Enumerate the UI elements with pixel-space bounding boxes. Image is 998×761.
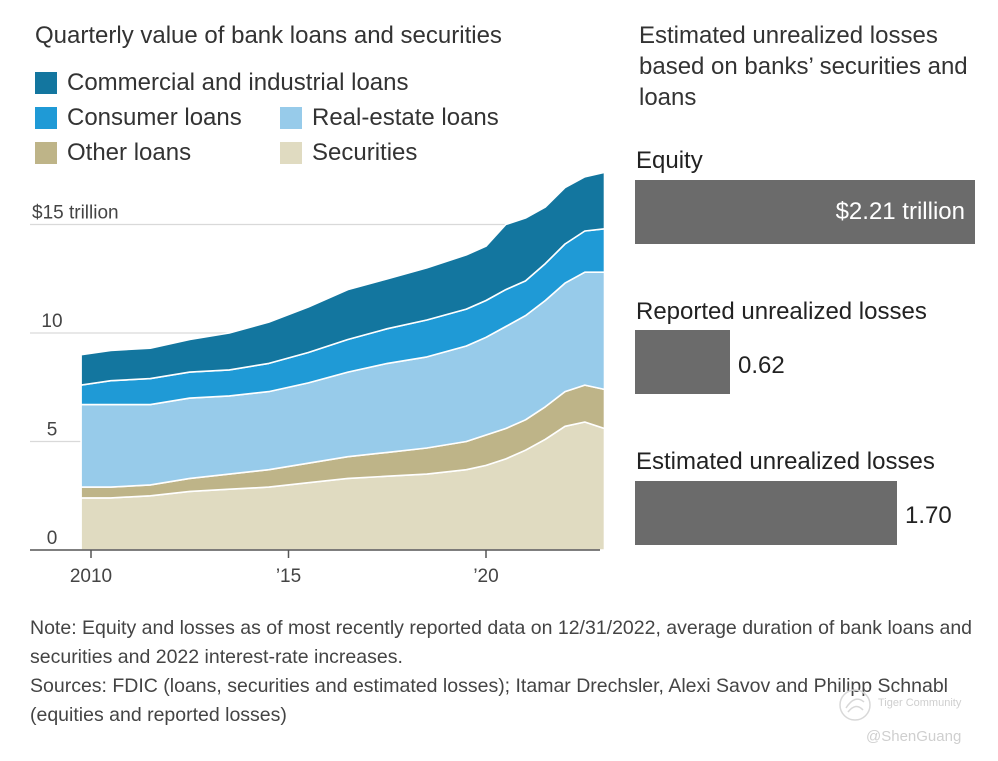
bar-label-estimated-losses: Estimated unrealized losses [636,448,935,475]
stacked-area-chart: 0 5 10 $15 trillion 2010 ’15 ’20 [30,171,606,587]
x-tick-label: 2010 [70,566,112,587]
legend-swatch [35,72,57,94]
watermark-handle: @ShenGuang [866,728,962,745]
bar-value-reported-losses: 0.62 [738,352,785,379]
y-tick-label: 5 [47,420,58,441]
x-tick-label: ’20 [473,566,498,587]
legend-label: Securities [312,139,418,166]
tiger-logo-icon [839,689,871,721]
legend-item-consumer: Consumer loans [35,104,242,132]
legend-item-other: Other loans [35,139,191,167]
legend-item-real-estate: Real-estate loans [280,104,499,132]
bar-value-estimated-losses: 1.70 [905,502,952,529]
legend-item-securities: Securities [280,139,417,167]
legend: Commercial and industrial loans Consumer… [35,69,595,179]
y-tick-label: 10 [41,311,62,332]
bar-reported-losses [635,330,730,394]
legend-label: Consumer loans [67,104,242,131]
y-tick-label: $15 trillion [32,203,119,224]
chart-title: Quarterly value of bank loans and securi… [35,22,502,49]
watermark-brand: Tiger Community [878,697,962,709]
note-text: Note: Equity and losses as of most recen… [30,617,973,668]
sources-text: Sources: FDIC (loans, securities and est… [30,675,948,726]
legend-swatch [35,142,57,164]
legend-swatch [35,107,57,129]
legend-item-commercial: Commercial and industrial loans [35,69,408,97]
bar-estimated-losses [635,481,897,545]
legend-label: Commercial and industrial loans [67,69,409,96]
bar-equity: $2.21 trillion [635,180,975,244]
bar-label-equity: Equity [636,147,703,174]
legend-swatch [280,107,302,129]
bar-value-equity: $2.21 trillion [835,198,965,225]
chart-note: Note: Equity and losses as of most recen… [30,614,980,730]
y-tick-labels: 0 5 10 $15 trillion [32,203,119,550]
x-tick-label: ’15 [276,566,301,587]
bar-label-reported-losses: Reported unrealized losses [636,298,927,325]
legend-label: Other loans [67,139,192,166]
x-ticks: 2010 ’15 ’20 [70,550,499,587]
y-tick-label: 0 [47,528,58,549]
legend-label: Real-estate loans [312,104,499,131]
legend-swatch [280,142,302,164]
area-series [80,171,606,551]
area-commercial-and-industrial-loans [80,171,606,386]
bar-chart-title: Estimated unrealized losses based on ban… [639,22,968,111]
